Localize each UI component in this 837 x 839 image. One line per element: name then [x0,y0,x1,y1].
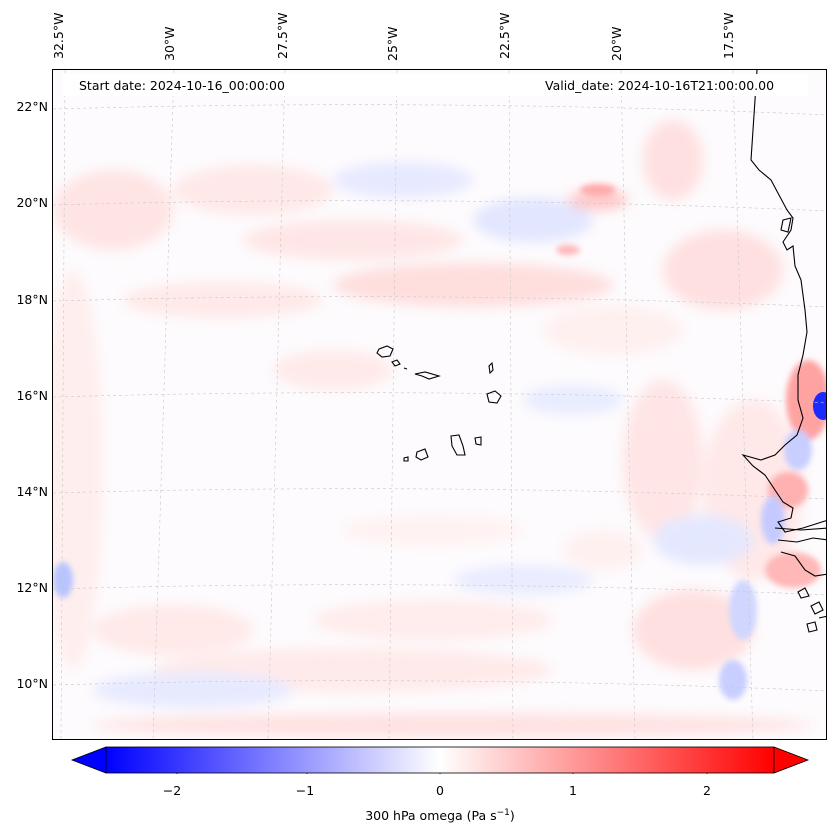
island-santo-antao [376,345,394,358]
lat-label-12n: 12°N [16,580,48,595]
island-maio [474,436,482,446]
date-banner [63,74,808,96]
start-date-label: Start date: 2024-10-16_00:00:00 [79,78,285,93]
coast-guinea-bissau [777,537,826,543]
island-santa-luzia [403,367,408,370]
island-sao-vicente [391,359,401,367]
lon-label-25w: 25°W [385,26,400,61]
coast-gambia [774,527,826,531]
colorbar-tick-1: 1 [569,783,577,798]
lon-label-30w: 30°W [162,26,177,61]
colorbar-tick-0: 0 [436,783,444,798]
colorbar-gradient [105,746,775,774]
graticule [53,70,826,739]
omega-shading [53,120,813,737]
lat-label-10n: 10°N [16,676,48,691]
omega-field-map [53,70,826,739]
colorbar-label-exponent: −1 [496,808,510,818]
coast-guinea [818,615,826,619]
lat-label-14n: 14°N [16,484,48,499]
map-panel [52,69,827,740]
colorbar-high-extension [773,746,810,774]
island-santiago [450,434,466,456]
island-boa-vista [486,390,502,404]
coast-mauritania [741,70,826,533]
lat-label-20n: 20°N [16,195,48,210]
cape-verde-islands [376,345,502,462]
colorbar-low-extension [70,746,107,774]
lon-label-17-5w: 17.5°W [721,12,736,59]
colorbar-tick-neg2: −2 [162,783,182,798]
colorbar-label: 300 hPa omega (Pa s−1) [0,808,837,823]
colorbar [70,746,810,774]
island-sal [488,361,494,375]
colorbar-tick-neg1: −1 [295,783,315,798]
omega-strong-cells [53,184,826,700]
colorbar-label-close: ) [509,808,515,824]
lon-label-27-5w: 27.5°W [275,12,290,59]
lon-label-20w: 20°W [609,26,624,61]
coast-bijagos-2 [810,601,824,615]
colorbar-tick-2: 2 [703,783,711,798]
lat-label-22n: 22°N [16,99,48,114]
coast-western-sahara-isle [780,217,792,233]
colorbar-tick-marks [176,773,708,774]
strong-ascent-cell [813,392,826,420]
lon-label-22-5w: 22.5°W [497,12,512,59]
lon-label-32-5w: 32.5°W [51,12,66,59]
coast-bijagos-3 [806,621,818,633]
colorbar-label-text: 300 hPa omega (Pa s [365,808,497,824]
coast-bijagos [797,587,810,599]
valid-date-label: Valid_date: 2024-10-16T21:00:00.00 [545,78,775,93]
island-brava [403,456,409,462]
lat-label-18n: 18°N [16,292,48,307]
lat-label-16n: 16°N [16,388,48,403]
island-fogo [415,448,429,461]
west-africa-coastline [741,70,826,633]
coast-guinea-bissau-south [780,551,826,577]
island-sao-nicolau [414,371,441,380]
